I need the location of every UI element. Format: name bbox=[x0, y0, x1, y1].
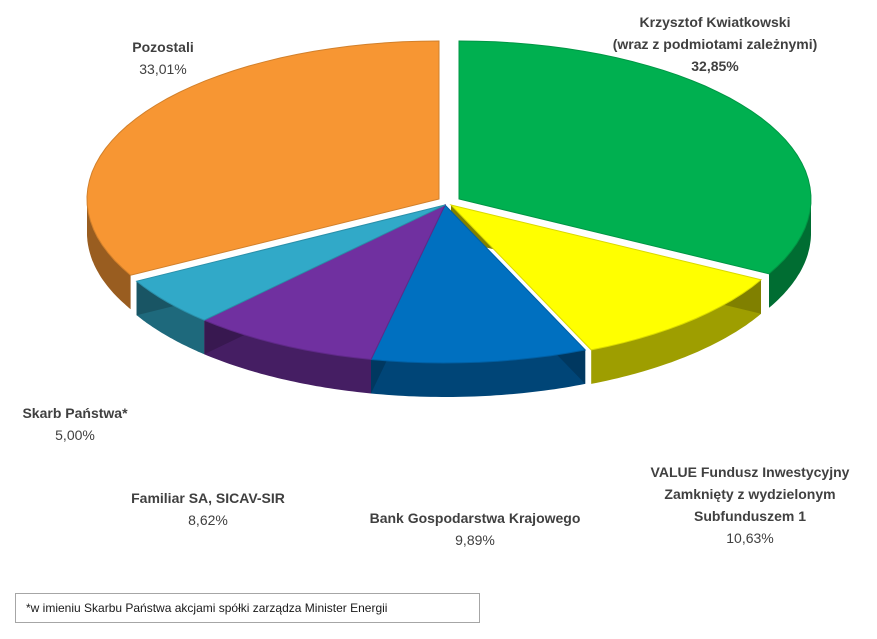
slice-name-label: Skarb Państwa* bbox=[22, 405, 128, 421]
slice-value-label: 32,85% bbox=[691, 58, 739, 74]
slice-name-label: Pozostali bbox=[132, 39, 193, 55]
pie-slice bbox=[458, 40, 812, 275]
pie-slice-side bbox=[204, 320, 371, 394]
slice-value-label: 8,62% bbox=[188, 512, 228, 528]
pie-slice-side bbox=[371, 349, 586, 397]
pie-slice-tops bbox=[86, 40, 812, 364]
footnote: *w imieniu Skarbu Państwa akcjami spółki… bbox=[15, 593, 480, 623]
pie-slice bbox=[135, 204, 446, 321]
slice-name-label: Subfunduszem 1 bbox=[694, 508, 806, 524]
slice-name-label: Bank Gospodarstwa Krajowego bbox=[370, 510, 581, 526]
pie-labels: Krzysztof Kwiatkowski (wraz z podmiotami … bbox=[22, 14, 849, 548]
slice-value-label: 9,89% bbox=[455, 532, 495, 548]
slice-name-label: Zamknięty z wydzielonym bbox=[664, 486, 835, 502]
pie-slice-side bbox=[591, 279, 761, 384]
pie-slice bbox=[86, 40, 440, 276]
slice-name-label: Krzysztof Kwiatkowski bbox=[640, 14, 791, 30]
slice-name-label: (wraz z podmiotami zależnymi) bbox=[613, 36, 818, 52]
pie-slice bbox=[449, 204, 763, 351]
pie-slice bbox=[370, 204, 587, 364]
pie-slice bbox=[202, 203, 447, 361]
slice-value-label: 5,00% bbox=[55, 427, 95, 443]
slice-name-label: VALUE Fundusz Inwestycyjny bbox=[651, 464, 850, 480]
slice-name-label: Familiar SA, SICAV-SIR bbox=[131, 490, 285, 506]
slice-value-label: 10,63% bbox=[726, 530, 773, 546]
slice-value-label: 33,01% bbox=[139, 61, 186, 77]
